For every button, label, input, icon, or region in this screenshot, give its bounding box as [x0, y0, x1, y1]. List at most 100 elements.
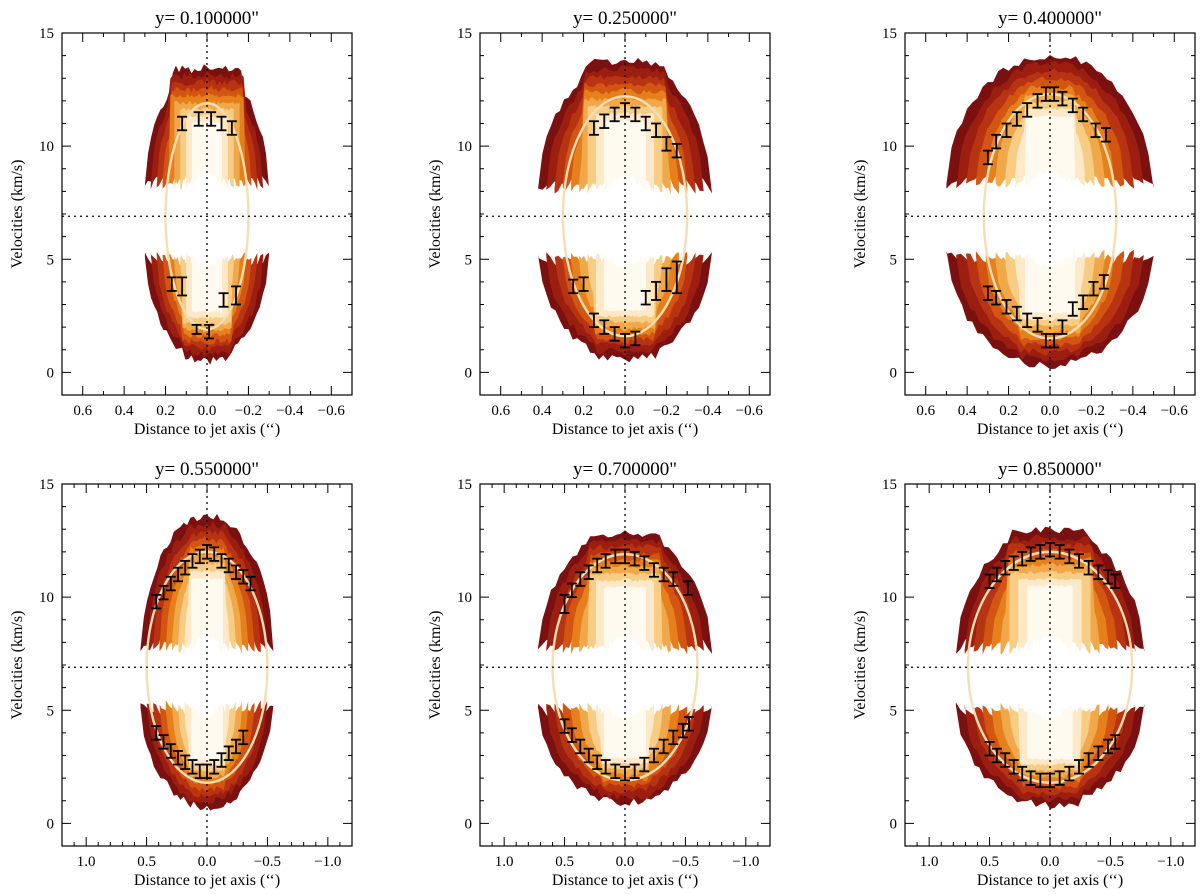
error-bar-point	[231, 564, 241, 580]
y-tick-label: 10	[39, 139, 54, 155]
data-points	[984, 541, 1121, 789]
error-bar-point	[984, 741, 995, 757]
x-tick-label: 0.0	[1041, 403, 1060, 419]
error-bar-point	[1110, 573, 1121, 589]
y-tick-label: 15	[882, 477, 897, 493]
emission-lobe-upper	[538, 58, 712, 195]
y-tick-label: 15	[882, 26, 897, 42]
error-bar-point	[166, 276, 177, 292]
plot-area	[538, 530, 712, 806]
error-bar-point	[1054, 770, 1065, 786]
x-tick-label: 0.4	[958, 403, 977, 419]
x-tick-label: 0.6	[916, 403, 935, 419]
error-bar-point	[651, 122, 662, 138]
y-tick-label: 0	[47, 365, 55, 381]
panel-y-0400: 0 5 10 15 0.6 0.4 0.2 0.0 −0.2 −0.4 −0.6 y= 0.40000…	[852, 8, 1196, 438]
y-tick-label: 5	[47, 252, 55, 268]
error-bar-point	[1054, 544, 1065, 560]
error-bar-point	[684, 716, 695, 732]
y-tick-label: 0	[465, 816, 473, 832]
panel-title: y= 0.400000"	[998, 8, 1102, 29]
error-bar-point	[671, 260, 682, 295]
error-bar-point	[1001, 122, 1012, 138]
error-bar-point	[1008, 759, 1019, 775]
y-tick-label: 15	[457, 26, 472, 42]
error-bar-point	[173, 750, 183, 766]
x-tick-label: −0.2	[235, 403, 262, 419]
error-bar-point	[1064, 765, 1075, 782]
contour-level-8	[604, 253, 646, 312]
error-bar-point	[640, 115, 651, 132]
error-bar-point	[1017, 765, 1028, 782]
error-bar-point	[187, 553, 198, 569]
y-tick-label: 15	[457, 477, 472, 493]
error-bar-point	[173, 566, 183, 583]
emission-lobe-upper	[946, 55, 1154, 190]
x-axis-label: Distance to jet axis (‘‘)	[134, 872, 280, 889]
x-tick-label: −0.4	[1119, 403, 1147, 419]
y-tick-label: 0	[47, 816, 55, 832]
y-tick-label: 5	[465, 252, 473, 268]
error-bar-point	[592, 754, 603, 770]
error-bar-point	[1011, 305, 1022, 322]
panel-title: y= 0.850000"	[998, 459, 1102, 480]
y-tick-label: 5	[47, 703, 55, 719]
error-bar-point	[658, 738, 669, 755]
panel-y-0700: 0 5 10 15 1.0 0.5 0.0 −0.5 −1.0 y= 0.700000" Dista…	[427, 459, 771, 889]
error-bar-point	[177, 115, 188, 132]
error-bar-point	[1022, 312, 1033, 329]
error-bar-point	[629, 550, 640, 567]
y-tick-label: 10	[882, 139, 897, 155]
error-bar-point	[599, 113, 610, 129]
error-bar-point	[180, 560, 191, 576]
error-bar-point	[609, 326, 620, 342]
x-tick-label: −0.5	[672, 854, 699, 870]
x-tick-label: −0.4	[276, 403, 304, 419]
error-bar-point	[1088, 280, 1099, 297]
error-bar-point	[216, 752, 227, 768]
y-axis-label: Velocities (km/s)	[427, 160, 444, 269]
error-bar-point	[1025, 770, 1036, 786]
error-bar-point	[226, 120, 237, 136]
data-points	[166, 111, 241, 340]
panel-y-0100: 0 5 10 15 0.6 0.4 0.2 0.0 −0.2 −0.4 −0.6 y= 0.10000…	[9, 8, 353, 438]
x-tick-label: −0.4	[694, 403, 722, 419]
error-bar-point	[575, 738, 586, 755]
panel-title: y= 0.100000"	[155, 8, 259, 29]
error-bar-point	[668, 729, 679, 746]
x-axis-label: Distance to jet axis (‘‘)	[552, 872, 698, 889]
y-axis-label: Velocities (km/s)	[9, 611, 26, 720]
error-bar-point	[671, 142, 682, 159]
error-bar-point	[1098, 274, 1109, 290]
error-bar-point	[610, 548, 621, 565]
y-tick-label: 15	[39, 477, 54, 493]
x-tick-label: 0.0	[616, 403, 635, 419]
error-bar-point	[1078, 106, 1089, 123]
y-axis-label: Velocities (km/s)	[9, 160, 26, 269]
error-bar-point	[578, 276, 589, 292]
error-bar-point	[1093, 745, 1104, 761]
y-tick-label: 0	[890, 365, 898, 381]
panel-y-0550: 0 5 10 15 1.0 0.5 0.0 −0.5 −1.0 y= 0.550000" Dista…	[9, 459, 353, 889]
error-bar-point	[592, 557, 603, 574]
error-bar-point	[991, 290, 1002, 306]
error-bar-point	[216, 115, 227, 132]
error-bar-point	[668, 571, 679, 587]
error-bar-point	[204, 323, 215, 340]
error-bar-point	[583, 747, 594, 764]
x-tick-label: 0.0	[616, 854, 635, 870]
error-bar-point	[1035, 772, 1046, 789]
x-tick-label: −0.5	[254, 854, 281, 870]
contour-level-8	[191, 577, 223, 654]
error-bar-point	[991, 747, 1002, 764]
error-bar-point	[649, 562, 659, 578]
error-bar-point	[658, 566, 669, 583]
x-axis-label: Distance to jet axis (‘‘)	[552, 421, 698, 438]
panel-title: y= 0.250000"	[573, 8, 677, 29]
x-tick-label: 0.2	[156, 403, 175, 419]
y-tick-label: 10	[882, 590, 897, 606]
error-bar-point	[1000, 560, 1011, 576]
x-tick-label: 0.5	[137, 854, 156, 870]
y-tick-label: 0	[465, 365, 473, 381]
